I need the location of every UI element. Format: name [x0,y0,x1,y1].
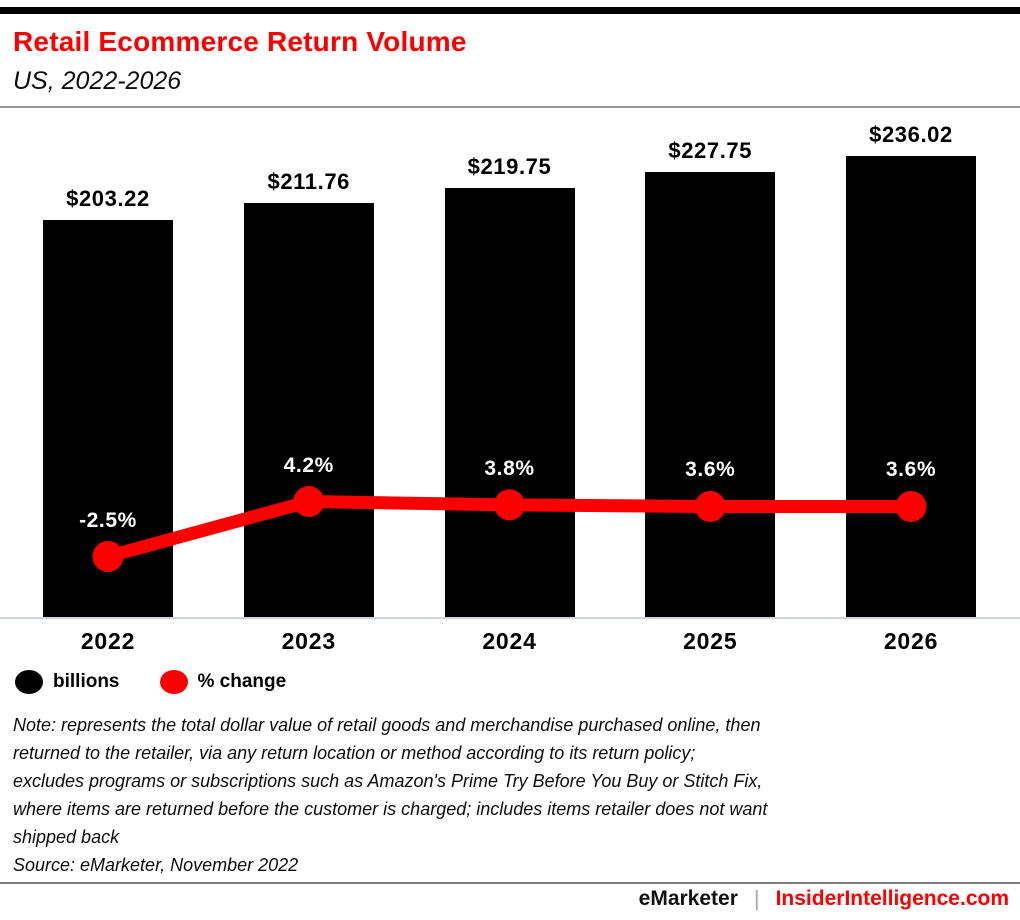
pct-change-label-2025: 3.6% [685,458,736,482]
footer-site-link[interactable]: InsiderIntelligence.com [775,887,1009,910]
pct-change-marker [92,541,124,572]
pct-change-marker [895,490,927,522]
top-accent-bar [0,7,1020,14]
bar-2025 [645,172,776,617]
chart-title: Retail Ecommerce Return Volume [13,26,467,57]
footer-pipe-divider: | [753,886,760,911]
bar-value-label-2026: $236.02 [869,122,953,147]
bar-value-label-2024: $219.75 [467,153,552,179]
legend-item-pct-change: % change [159,670,287,694]
pct-change-marker [293,486,325,518]
pct-change-label-2024: 3.8% [484,456,535,480]
chart-subtitle: US, 2022-2026 [13,67,182,95]
x-axis-label-2026: 2026 [883,628,939,654]
pct-change-marker [694,490,726,522]
legend-label-pct-change: % change [197,671,287,692]
x-axis-label-2023: 2023 [281,628,336,654]
x-axis-label-2025: 2025 [683,628,738,654]
bar-2023 [243,203,374,617]
note-line: shipped back [13,827,120,847]
x-axis-label-2022: 2022 [80,628,136,654]
note-line: Note: represents the total dollar value … [13,715,761,735]
bar-value-label-2022: $203.22 [66,186,150,212]
source-line: Source: eMarketer, November 2022 [13,855,299,875]
bar-2024 [444,187,575,617]
pct-change-legend-dot-icon [159,670,188,694]
bar-2026 [846,156,976,617]
pct-change-label-2022: -2.5% [79,508,137,532]
pct-change-marker [494,489,525,521]
bar-value-label-2023: $211.76 [267,169,350,195]
x-axis-label-2024: 2024 [482,628,537,654]
note-line: excludes programs or subscriptions such … [13,771,763,791]
pct-change-label-2026: 3.6% [885,458,937,482]
header-divider [0,106,1020,108]
chart-legend: billions % change [15,670,326,694]
note-line: returned to the retailer, via any return… [13,743,696,763]
billions-legend-dot-icon [15,670,43,694]
chart-note: Note: represents the total dollar value … [13,711,1013,879]
legend-label-billions: billions [53,671,120,692]
footer-brand: eMarketer [638,887,738,910]
note-line: where items are returned before the cust… [13,799,768,819]
pct-change-label-2023: 4.2% [283,453,334,477]
x-axis-line [0,617,1020,619]
footer: eMarketer | InsiderIntelligence.com [639,886,1009,912]
footer-divider [0,882,1020,884]
bar-value-label-2025: $227.75 [668,138,753,164]
legend-item-billions: billions [15,670,120,694]
